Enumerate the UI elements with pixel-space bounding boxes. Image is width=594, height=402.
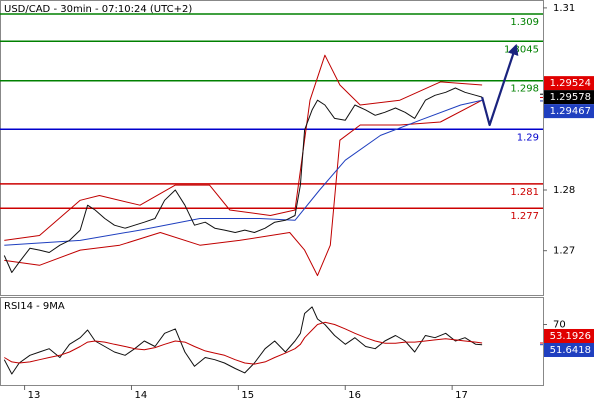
price-tag-label: 1.29467 xyxy=(550,106,591,117)
price-panel xyxy=(0,0,544,296)
price-tag-label: 1.29524 xyxy=(550,78,591,89)
rsi-title: RSI14 - 9MA xyxy=(4,301,65,312)
price-tag xyxy=(544,342,594,357)
price-tag-label: 51.6418 xyxy=(550,345,591,356)
y-tick-label: 1.27 xyxy=(553,246,575,257)
series-line xyxy=(4,321,483,365)
series-line xyxy=(3,87,483,273)
level-label: 1.3045 xyxy=(504,44,539,55)
level-label: 1.281 xyxy=(510,187,539,198)
level-label: 1.29 xyxy=(517,132,539,143)
y-tick-label: 1.28 xyxy=(553,185,575,196)
x-tick-label: 15 xyxy=(241,390,254,401)
price-tag xyxy=(544,104,594,119)
y-tick-label: 70 xyxy=(553,320,566,331)
forecast-arrow xyxy=(481,43,519,127)
price-tag xyxy=(544,76,594,91)
price-tag xyxy=(544,328,594,343)
x-tick-label: 14 xyxy=(134,390,147,401)
level-label: 1.277 xyxy=(510,211,539,222)
level-label: 1.309 xyxy=(510,17,539,28)
series-line xyxy=(3,306,483,375)
series-line xyxy=(4,54,483,241)
x-tick-label: 16 xyxy=(348,390,361,401)
price-tag-label: 53.1926 xyxy=(550,331,591,342)
x-tick-label: 13 xyxy=(28,390,41,401)
rsi-panel xyxy=(0,297,544,386)
series-line xyxy=(4,99,483,277)
price-tag xyxy=(544,90,594,105)
x-tick-label: 17 xyxy=(455,390,468,401)
price-tag-label: 1.29578 xyxy=(550,92,591,103)
y-tick-label: 1.31 xyxy=(553,3,575,14)
chart-title: USD/CAD - 30min - 07:10:24 (UTC+2) xyxy=(4,4,192,15)
level-label: 1.298 xyxy=(510,84,539,95)
series-line xyxy=(4,99,483,246)
